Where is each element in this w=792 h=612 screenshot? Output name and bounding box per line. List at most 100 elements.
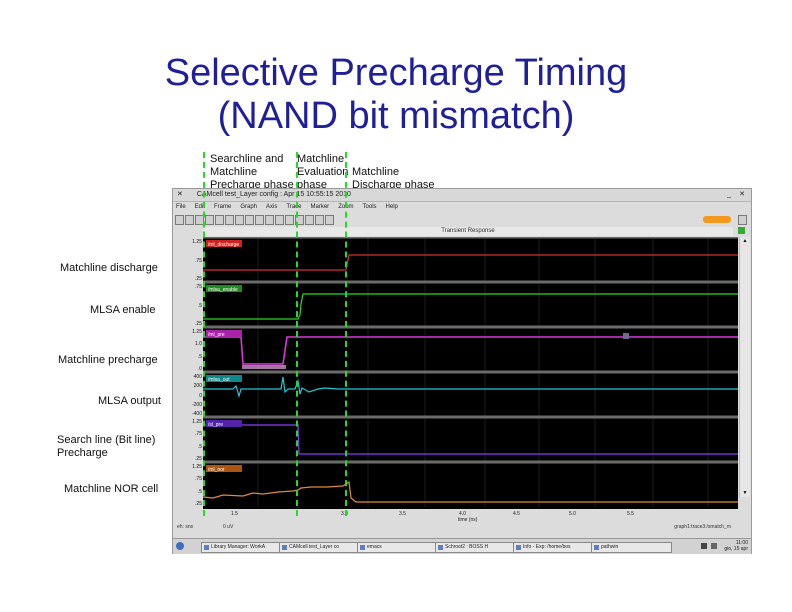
- y-tick-label: .25: [195, 321, 202, 327]
- trace-tag-bg: [206, 375, 242, 382]
- taskbar-item-label: Library Manager: WorkA: [211, 544, 266, 550]
- trace-tag-bg: [206, 420, 242, 427]
- graph-title: Transient Response: [203, 227, 733, 236]
- trace-band: [203, 462, 738, 507]
- trace-tag-bg: [206, 330, 242, 337]
- trace-tag-bg: [206, 285, 242, 292]
- taskbar-item[interactable]: Schroot2 : BOSS H: [435, 542, 516, 553]
- row-label-search-line: Search line (Bit line) Precharge: [57, 434, 156, 459]
- x-tick-label: 3.0: [341, 511, 348, 517]
- trace-tag: /mlsa_enable: [208, 287, 238, 293]
- tool-button[interactable]: [225, 215, 234, 225]
- app-icon: [438, 545, 443, 550]
- tool-button[interactable]: [275, 215, 284, 225]
- app-icon: [282, 545, 287, 550]
- menu-item-axis[interactable]: Axis: [266, 204, 278, 210]
- menu-item-frame[interactable]: Frame: [214, 204, 232, 210]
- x-axis-ticks: 1.5 3.0 3.5 4.0 4.5 5.0 5.5: [203, 511, 738, 525]
- window-title: CAMcell test_Layer config : Apr 15 10:55…: [196, 191, 351, 198]
- tray-icon[interactable]: [711, 543, 717, 549]
- phase-header-evaluation: Matchline Evaluation phase: [297, 153, 349, 191]
- tool-button[interactable]: [255, 215, 264, 225]
- menu-item-trace[interactable]: Trace: [286, 204, 302, 210]
- y-tick-label: .25: [195, 276, 202, 282]
- y-tick-label: .75: [195, 284, 202, 290]
- x-tick-label: 4.0: [459, 511, 466, 517]
- tool-button[interactable]: [285, 215, 294, 225]
- minimize-icon[interactable]: _: [727, 191, 731, 198]
- trace-band: [203, 282, 738, 327]
- x-tick-label: 3.5: [399, 511, 406, 517]
- trace-tag: /ml_pre: [208, 332, 225, 338]
- vertical-scrollbar[interactable]: ▲ ▼: [739, 237, 750, 497]
- phase-boundary-line-3: [345, 152, 347, 516]
- y-tick-label: 1.25: [192, 419, 202, 425]
- tray-icon[interactable]: [701, 543, 707, 549]
- progress-indicator: [703, 216, 731, 223]
- clock-time: 11:00: [735, 540, 748, 546]
- taskbar-item[interactable]: emacs: [357, 542, 438, 553]
- menu-item-graph[interactable]: Graph: [240, 204, 258, 210]
- tool-button[interactable]: [295, 215, 304, 225]
- taskbar-item[interactable]: Info - Exp: /home/bos: [513, 542, 594, 553]
- taskbar-item-label: Schroot2 : BOSS H: [445, 544, 489, 550]
- phase-boundary-line-1: [203, 152, 205, 516]
- taskbar-item-label: emacs: [367, 544, 382, 550]
- menu-item-help[interactable]: Help: [385, 204, 398, 210]
- waveform-svg: /ml_discharge/mlsa_enable/ml_pre/mlsa_ou…: [202, 235, 738, 507]
- menu-item-file[interactable]: File: [176, 204, 186, 210]
- slide-title: Selective Precharge Timing (NAND bit mis…: [0, 52, 792, 138]
- app-icon: [204, 545, 209, 550]
- taskbar-item-label: pathwin: [601, 544, 619, 550]
- x-tick-label: 4.5: [513, 511, 520, 517]
- taskbar: 11:00 gio, 15 apr Library Manager: WorkA…: [173, 538, 751, 554]
- row-label-ml-discharge: Matchline discharge: [60, 262, 158, 274]
- tool-button[interactable]: [305, 215, 314, 225]
- app-icon: [516, 545, 521, 550]
- tool-button[interactable]: [215, 215, 224, 225]
- status-left: eh: sns: [177, 524, 194, 530]
- menu-item-tools[interactable]: Tools: [362, 204, 377, 210]
- window-titlebar[interactable]: ✕ CAMcell test_Layer config : Apr 15 10:…: [173, 189, 751, 202]
- taskbar-item-label: CAMcell test_Layer co: [289, 544, 340, 550]
- trace-tag: /sl_pre: [208, 422, 223, 428]
- trace-line: [203, 424, 738, 455]
- row-label-nor-cell: Matchline NOR cell: [64, 483, 159, 495]
- taskbar-item[interactable]: pathwin: [591, 542, 672, 553]
- y-tick-label: .5: [197, 302, 202, 309]
- tool-button[interactable]: [205, 215, 214, 225]
- menu-item-edit[interactable]: Edit: [194, 204, 206, 210]
- tool-button[interactable]: [738, 215, 747, 225]
- clock-date: gio, 15 apr: [724, 546, 748, 552]
- print-button[interactable]: [175, 215, 184, 225]
- close-icon[interactable]: ✕: [739, 191, 745, 198]
- scroll-up-icon[interactable]: ▲: [742, 238, 748, 244]
- x-tick-label: 5.0: [569, 511, 576, 517]
- status-bar: eh: sns 0 uV graph1:trace3:/smatch_m: [173, 523, 751, 532]
- tool-button[interactable]: [265, 215, 274, 225]
- trace-band: [203, 417, 738, 462]
- x-axis-label: time (ns): [458, 517, 478, 523]
- trace-line: [203, 293, 738, 320]
- tool-button[interactable]: [325, 215, 334, 225]
- y-tick-label: -400: [191, 411, 202, 417]
- trace-band: [203, 327, 738, 372]
- y-tick-label: 400: [193, 374, 202, 380]
- y-tick-label: .5: [197, 488, 202, 495]
- tool-button[interactable]: [185, 215, 194, 225]
- trace-line: [203, 254, 738, 271]
- waveform-plot[interactable]: /ml_discharge/mlsa_enable/ml_pre/mlsa_ou…: [202, 235, 738, 509]
- menu-item-marker[interactable]: Marker: [310, 204, 330, 210]
- y-tick-label: .5: [197, 353, 202, 360]
- y-axis-labels: 1.25 .75 .25 .75 .5 .25 1.25 1.0 .5 .0 400 200 0 -200…: [173, 237, 202, 509]
- scroll-down-icon[interactable]: ▼: [742, 490, 748, 496]
- toolbar: [173, 213, 751, 227]
- tool-button[interactable]: [315, 215, 324, 225]
- tool-button[interactable]: [245, 215, 254, 225]
- tool-button[interactable]: [235, 215, 244, 225]
- slide-title-line1: Selective Precharge Timing: [164, 52, 628, 94]
- taskbar-item[interactable]: Library Manager: WorkA: [201, 542, 282, 553]
- y-tick-label: 1.25: [192, 239, 202, 245]
- start-menu-icon[interactable]: [176, 542, 184, 550]
- taskbar-item[interactable]: CAMcell test_Layer co: [279, 542, 360, 553]
